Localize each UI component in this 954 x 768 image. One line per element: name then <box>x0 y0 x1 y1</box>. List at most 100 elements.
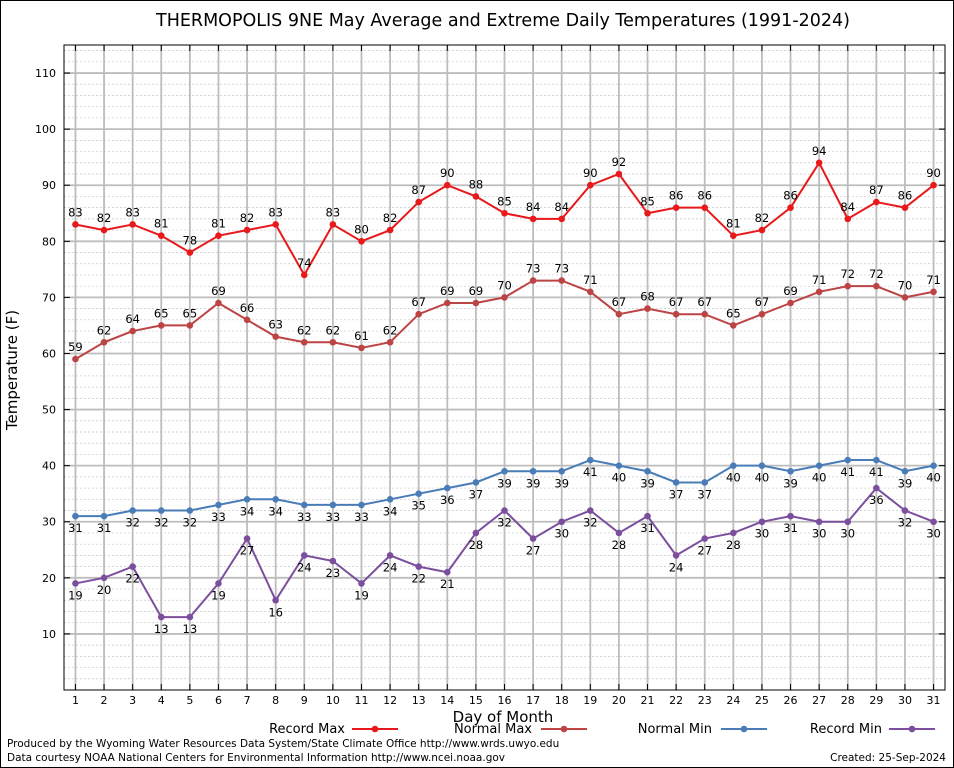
normal-max-point <box>157 322 165 329</box>
normal-min-point <box>157 507 165 514</box>
y-tick-label: 60 <box>42 347 56 360</box>
normal-max-point <box>129 327 136 335</box>
x-tick-label: 25 <box>755 694 769 707</box>
normal-max-point <box>930 288 937 296</box>
major-gridlines <box>64 45 945 690</box>
normal-max-data-label: 67 <box>669 295 684 309</box>
normal-min-data-label: 32 <box>183 516 198 530</box>
record-max-data-label: 82 <box>755 211 770 225</box>
normal-min-data-label: 33 <box>211 510 226 524</box>
normal-max-data-label: 72 <box>869 267 884 281</box>
normal-max-point <box>472 299 480 307</box>
record-max-data-label: 86 <box>697 189 712 203</box>
legend-marker-record-max <box>371 725 379 733</box>
normal-max-data-label: 69 <box>783 284 798 298</box>
normal-min-data-label: 41 <box>583 465 598 479</box>
x-tick-label: 3 <box>129 694 136 707</box>
record-max-point <box>129 221 136 228</box>
normal-min-data-label: 34 <box>383 504 398 518</box>
series-layer: 83 82 83 81 78 81 82 83 74 83 80 82 87 90 88 85 84 84 90 92… <box>68 144 941 636</box>
normal-max-data-label: 69 <box>440 284 455 298</box>
x-tick-label: 24 <box>726 694 740 707</box>
normal-max-data-label: 62 <box>383 323 398 337</box>
record-max-data-label: 90 <box>926 166 941 180</box>
record-max-data-label: 78 <box>183 234 198 248</box>
x-tick-label: 9 <box>301 694 308 707</box>
x-tick-label: 31 <box>927 694 941 707</box>
y-tick-label: 70 <box>42 291 56 304</box>
normal-max-point <box>615 310 623 318</box>
record-min-data-label: 30 <box>926 527 941 541</box>
record-max-data-label: 82 <box>240 211 255 225</box>
x-tick-label: 26 <box>784 694 798 707</box>
normal-max-point <box>443 299 451 307</box>
record-min-data-label: 24 <box>383 560 398 574</box>
record-min-point <box>844 518 852 526</box>
normal-min-data-label: 39 <box>497 476 512 490</box>
x-tick-label: 14 <box>440 694 454 707</box>
legend: Record Max Normal Max Normal Min Record Min <box>269 722 935 737</box>
normal-min-point <box>730 462 737 469</box>
record-max-point <box>701 204 709 211</box>
record-min-point <box>787 512 794 520</box>
y-tick-label: 90 <box>42 179 56 192</box>
record-max-point <box>443 181 451 189</box>
record-max-data-label: 86 <box>783 189 798 203</box>
normal-max-data-label: 62 <box>326 323 341 337</box>
record-min-data-label: 24 <box>297 560 312 574</box>
record-max-point <box>215 232 222 239</box>
normal-min-point <box>587 456 594 464</box>
normal-min-data-label: 36 <box>440 493 455 507</box>
normal-max-data-label: 69 <box>211 284 226 298</box>
record-min-point <box>730 529 737 537</box>
record-max-point <box>472 193 480 200</box>
normal-max-data-label: 62 <box>97 323 112 337</box>
normal-min-point <box>787 467 794 475</box>
normal-max-point <box>300 338 308 346</box>
record-max-data-label: 84 <box>554 200 569 214</box>
normal-min-point <box>644 467 651 475</box>
record-max-point <box>930 181 937 189</box>
record-max-point <box>730 232 737 239</box>
record-max-point <box>787 204 794 211</box>
x-tick-label: 15 <box>469 694 483 707</box>
record-min-point <box>243 535 251 542</box>
record-min-point <box>386 552 394 559</box>
record-min-point <box>615 529 623 537</box>
normal-min-data-label: 39 <box>898 476 913 490</box>
record-max-point <box>587 181 594 189</box>
normal-min-data-label: 34 <box>240 504 255 518</box>
normal-min-point <box>100 512 108 520</box>
normal-max-point <box>329 338 337 346</box>
record-min-data-label: 22 <box>411 572 426 586</box>
record-min-data-label: 21 <box>440 577 455 591</box>
normal-max-data-label: 66 <box>240 301 255 315</box>
record-min-data-label: 19 <box>211 588 226 602</box>
record-min-data-label: 31 <box>640 521 655 535</box>
record-min-point <box>129 563 136 570</box>
normal-max-data-label: 62 <box>297 323 312 337</box>
legend-marker-normal-min <box>740 725 748 733</box>
normal-min-data-label: 39 <box>783 476 798 490</box>
x-tick-label: 29 <box>869 694 883 707</box>
record-min-point <box>644 512 651 520</box>
record-min-point <box>815 518 823 526</box>
record-max-data-label: 83 <box>268 205 283 219</box>
credit-line-1: Produced by the Wyoming Water Resources … <box>7 738 560 750</box>
x-tick-label: 28 <box>841 694 855 707</box>
normal-min-point <box>300 501 308 509</box>
y-tick-label: 100 <box>35 123 56 136</box>
record-min-data-label: 32 <box>583 516 598 530</box>
record-min-point <box>415 563 422 570</box>
record-max-point <box>358 238 365 245</box>
record-max-point <box>901 204 909 211</box>
legend-marker-record-min <box>908 725 916 733</box>
normal-max-data-label: 67 <box>612 295 627 309</box>
record-min-data-label: 28 <box>612 538 627 552</box>
normal-min-data-label: 37 <box>469 487 484 501</box>
x-tick-label: 23 <box>698 694 712 707</box>
legend-label-normal-min: Normal Min <box>638 722 712 737</box>
record-min-data-label: 13 <box>154 622 169 636</box>
record-max-point <box>844 215 852 223</box>
